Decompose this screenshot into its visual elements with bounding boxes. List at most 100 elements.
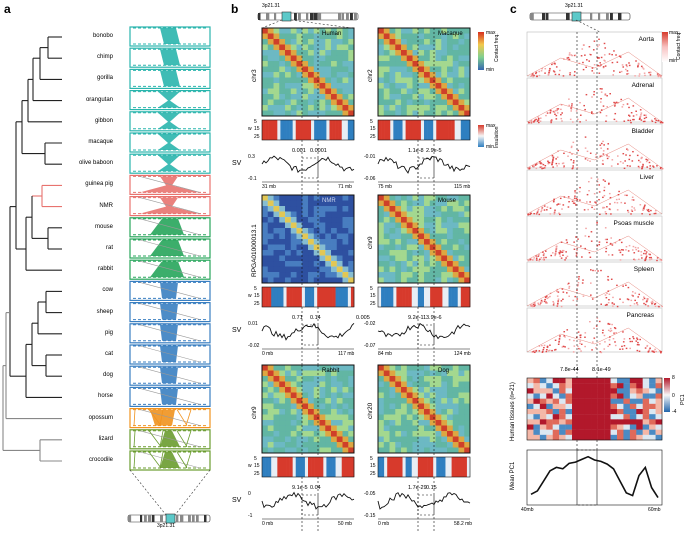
hic-cell (441, 244, 448, 251)
hic-cell (429, 392, 436, 399)
contact-dot (630, 299, 633, 302)
hic-cell (290, 239, 297, 245)
hic-cell (464, 55, 471, 62)
hic-cell (325, 217, 332, 223)
contact-dot (567, 283, 569, 285)
synteny-link (139, 345, 201, 363)
hic-cell (313, 228, 320, 234)
contact-dot (558, 162, 560, 165)
hic-cell (429, 72, 436, 78)
hic-cell (331, 195, 338, 201)
sv-label: SV (232, 160, 242, 167)
contact-dot (637, 247, 639, 249)
hic-cell (383, 266, 390, 273)
pc1-cell (527, 414, 534, 420)
w-tick: 15 (370, 463, 376, 469)
synteny-NMR (129, 196, 211, 217)
pc1-cell (629, 424, 637, 430)
hic-cell (383, 239, 390, 245)
contact-dot (622, 285, 624, 287)
hic-cell (267, 370, 274, 377)
hic-cell (378, 55, 385, 62)
hic-cell (331, 398, 338, 404)
hic-cell (342, 425, 349, 432)
hic-cell (464, 370, 471, 377)
hic-cell (342, 206, 349, 212)
axis-start: 84 mb (378, 351, 392, 357)
hic-cell (435, 436, 442, 443)
hic-cell (447, 255, 454, 262)
insulation-cell (304, 120, 309, 140)
hic-cell (378, 431, 385, 437)
hic-cell (273, 228, 280, 234)
insulation-cell (463, 287, 468, 307)
contact-dot (638, 344, 640, 346)
contact-dot (591, 349, 593, 351)
contact-dot (577, 282, 580, 284)
contact-dot (642, 68, 645, 70)
contact-dot (654, 302, 657, 305)
insulation-cell (460, 287, 465, 307)
hic-cell (336, 33, 343, 40)
hic-cell (325, 94, 332, 100)
contact-dot (586, 150, 589, 153)
pc1-cell (649, 429, 656, 436)
contact-dot (530, 304, 532, 306)
hic-cell (418, 200, 425, 207)
hic-cell (285, 195, 292, 201)
hic-cell (279, 272, 286, 278)
p-value: 0.0001 (310, 148, 327, 154)
hic-cell (435, 217, 442, 223)
contact-dot (575, 236, 577, 238)
hic-cell (447, 277, 454, 284)
hic-cell (424, 425, 431, 432)
species-label-gibbon: gibbon (94, 117, 113, 124)
hic-cell (325, 222, 332, 229)
hic-cell (267, 239, 274, 245)
hic-cell (401, 266, 408, 273)
hic-cell (412, 39, 419, 45)
hic-cell (452, 77, 459, 84)
hic-cell (383, 222, 390, 229)
pc1-cell (552, 403, 560, 410)
p-value: 1.1e-8 (408, 148, 424, 154)
contact-dot (626, 298, 629, 300)
contact-dot (648, 161, 651, 164)
hic-cell (441, 261, 448, 267)
hic-cell (342, 277, 349, 284)
contact-dot (562, 249, 565, 252)
contact-dot (598, 241, 601, 243)
contact-dot (541, 344, 543, 347)
pc1-cell (559, 409, 566, 415)
contact-dot (643, 302, 645, 305)
contact-dot (647, 208, 650, 211)
synteny-crocodile (129, 450, 211, 471)
contact-dot (616, 305, 619, 308)
hic-cell (378, 77, 385, 84)
hic-cell (447, 392, 454, 399)
hic-cell (262, 387, 269, 393)
hic-cell (336, 72, 343, 78)
insulation-cell (427, 120, 431, 140)
contact-dot (533, 120, 535, 123)
hic-cell (325, 66, 332, 73)
contact-dot (591, 67, 594, 69)
hic-cell (290, 244, 297, 251)
w-tick: 25 (254, 471, 260, 477)
insulation-cell (277, 287, 281, 307)
hic-cell (342, 436, 349, 443)
hic-cell (424, 266, 431, 273)
contact-dot (648, 348, 651, 350)
contact-dot (552, 157, 555, 159)
hic-cell (435, 403, 442, 410)
hic-cell (424, 403, 431, 410)
insulation-frame (377, 456, 471, 478)
hic-cell (383, 99, 390, 106)
contact-dot (657, 119, 660, 122)
hic-cell (262, 217, 269, 223)
hic-cell (319, 387, 326, 393)
hic-cell (389, 233, 396, 240)
pc1-cell (552, 414, 560, 420)
hic-cell (342, 239, 349, 245)
hic-cell (378, 50, 385, 56)
